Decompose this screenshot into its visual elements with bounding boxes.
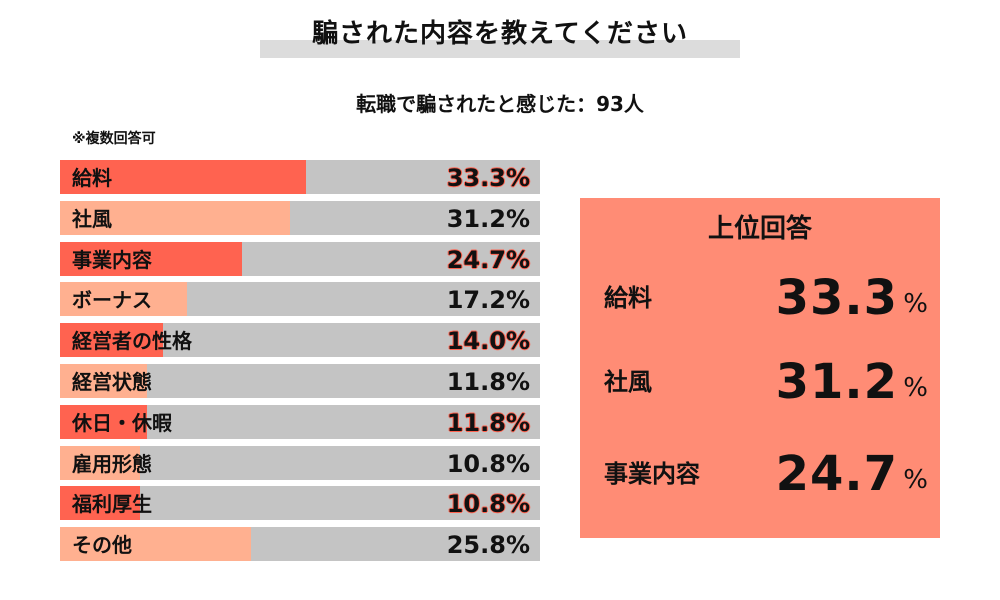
bar-category-label: 福利厚生 <box>72 492 152 517</box>
bar <box>60 364 148 398</box>
bar <box>60 323 164 358</box>
bar <box>60 282 187 317</box>
bar-row: 給料 33.3% <box>60 160 540 194</box>
bar-value-label: 11.8% <box>446 368 530 396</box>
top-answer-label: 社風 <box>604 368 652 396</box>
bar-row: 事業内容 24.7% <box>60 241 540 276</box>
bar-row: 経営状態 11.8% <box>60 364 540 398</box>
bar-row: 経営者の性格 14.0% <box>60 323 540 358</box>
top-answer-item: 事業内容 24.7 % <box>580 434 940 514</box>
top-answer-item: 給料 33.3 % <box>580 258 940 338</box>
top-answers-heading: 上位回答 <box>707 214 812 244</box>
bar-row: 雇用形態 10.8% <box>60 445 540 480</box>
bar <box>60 445 140 480</box>
bar-category-label: ボーナス <box>72 288 152 313</box>
bar <box>60 527 251 562</box>
bar-value-label: 33.3% <box>446 164 530 192</box>
bar-value-label: 14.0% <box>446 327 530 356</box>
bar-value-label: 10.8% <box>446 490 530 519</box>
top-answer-percent-sign: % <box>903 465 928 495</box>
title-block: 騙された内容を教えてください <box>260 14 740 60</box>
top-answer-percent-sign: % <box>903 373 928 403</box>
top-answer-value: 31.2 <box>775 354 898 410</box>
bar-row: 福利厚生 10.8% <box>60 486 540 521</box>
top-answer-value: 33.3 <box>775 270 898 326</box>
bar <box>60 241 243 276</box>
bar-row: ボーナス 17.2% <box>60 282 540 317</box>
bar-category-label: 雇用形態 <box>72 451 152 476</box>
bar-track <box>60 486 540 521</box>
top-answer-value: 24.7 <box>775 446 898 502</box>
bar-row: 社風 31.2% <box>60 200 540 235</box>
bar-value-label: 24.7% <box>446 245 530 274</box>
bar <box>60 200 291 235</box>
top-answer-item: 社風 31.2 % <box>580 342 940 422</box>
title-underline-bar <box>260 40 740 58</box>
chart-subtitle: 転職で騙されたと感じた：93人 <box>356 92 644 116</box>
bar-value-label: 11.8% <box>446 408 530 437</box>
top-answer-percent-sign: % <box>903 289 928 319</box>
bar <box>60 486 140 521</box>
top-answer-label: 事業内容 <box>604 460 700 488</box>
bar-category-label: 社風 <box>72 206 112 231</box>
bar-category-label: 事業内容 <box>72 247 152 272</box>
chart-title: 騙された内容を教えてください <box>312 19 688 49</box>
bar-value-label: 31.2% <box>446 204 530 233</box>
bar-track <box>60 445 540 480</box>
bar-value-label: 17.2% <box>446 286 530 315</box>
bar-category-label: その他 <box>72 533 132 558</box>
bar-category-label: 休日・休暇 <box>72 410 172 435</box>
top-answers-panel: 上位回答 給料 33.3 % 社風 31.2 % 事業内容 24.7 % <box>580 198 940 538</box>
bar <box>60 404 148 439</box>
multiple-answer-note: ※複数回答可 <box>72 131 156 147</box>
bar-category-label: 給料 <box>72 166 112 190</box>
bar <box>60 160 306 194</box>
bar-row: 休日・休暇 11.8% <box>60 404 540 439</box>
bar-category-label: 経営者の性格 <box>72 329 192 354</box>
top-answer-label: 給料 <box>604 284 652 312</box>
bar-row: その他 25.8% <box>60 527 540 562</box>
bar-category-label: 経営状態 <box>72 370 152 394</box>
bar-value-label: 10.8% <box>446 449 530 478</box>
bar-value-label: 25.8% <box>446 531 530 560</box>
